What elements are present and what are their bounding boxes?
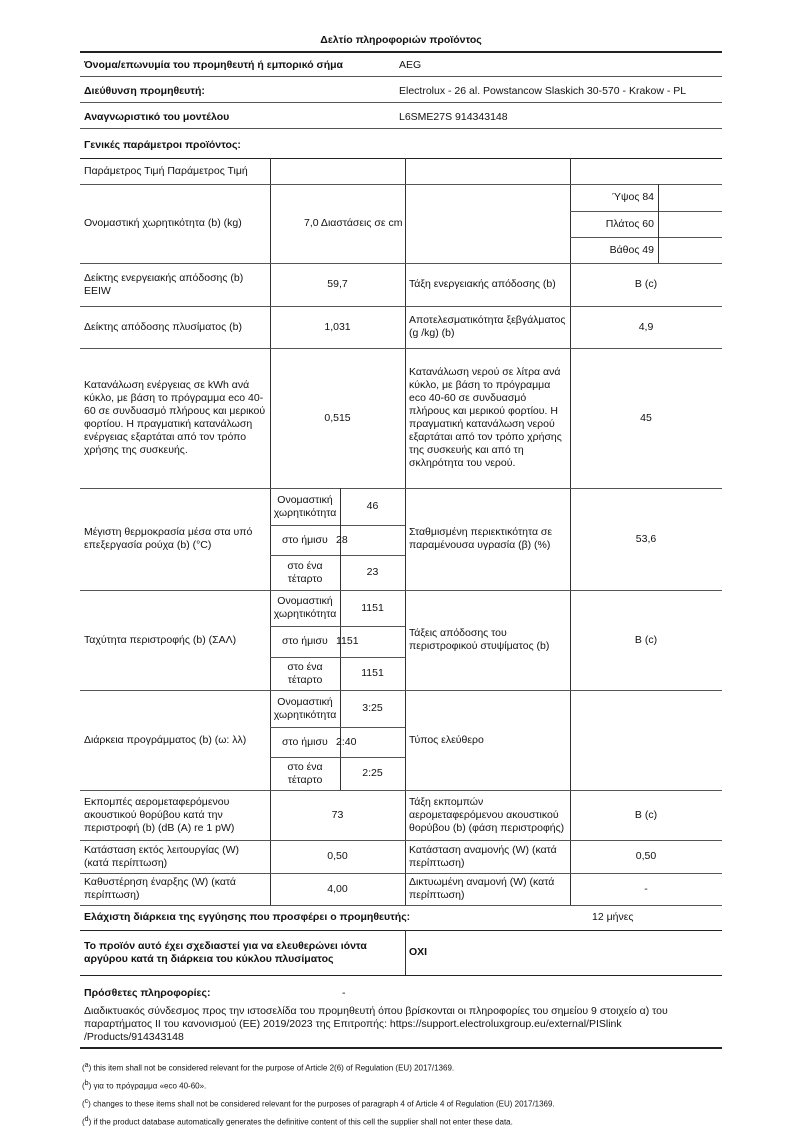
washing-index-label: Δείκτης απόδοσης πλυσίματος (b) xyxy=(84,320,242,333)
duration-label: Διάρκεια προγράμματος (b) (ω: λλ) xyxy=(84,733,247,746)
sub-label-quarter: στο ένα τέταρτο xyxy=(287,559,323,585)
dimension-width: Πλάτος 60 xyxy=(605,217,654,230)
noise-class-label: Τάξη εκπομπών αερομεταφερόμενου ακουστικ… xyxy=(409,795,565,834)
footnote-a: (a) this item shall not be considered re… xyxy=(82,1062,455,1073)
additional-info-value: - xyxy=(342,986,346,999)
model-identifier-label: Αναγνωριστικό του μοντέλου xyxy=(84,110,230,123)
capacity-label: Ονομαστική χωρητικότητα (b) (kg) xyxy=(84,217,242,229)
standby-value: 0,50 xyxy=(635,850,657,862)
footnote-b: (b) για το πρόγραμμα «eco 40-60». xyxy=(82,1080,207,1091)
energy-class-value: B (c) xyxy=(634,278,658,290)
dimension-height: Ύψος 84 xyxy=(612,191,654,203)
spin-half: 1151 xyxy=(336,635,359,647)
temperature-quarter: 23 xyxy=(366,566,379,578)
capacity-value: 7,0 Διαστάσεις σε cm xyxy=(304,217,403,229)
additional-info-label: Πρόσθετες πληροφορίες: xyxy=(84,986,211,999)
supplier-website-link[interactable]: Διαδικτυακός σύνδεσμος προς την ιστοσελί… xyxy=(84,1005,668,1043)
supplier-address-value: Electrolux - 26 al. Powstancow Slaskich … xyxy=(399,84,687,97)
supplier-name-value: AEG xyxy=(399,58,422,71)
footnote-d: (d) if the product database automaticall… xyxy=(82,1116,513,1128)
dimension-depth: Βάθος 49 xyxy=(609,243,654,256)
document-title: Δελτίο πληροφοριών προϊόντος xyxy=(320,33,482,46)
sub-label-rated: Ονομαστική χωρητικότητα xyxy=(273,493,337,519)
silver-ions-value: ΟΧΙ xyxy=(409,946,428,958)
spin-class-label: Τάξεις απόδοσης του περιστροφικού στυψίμ… xyxy=(409,627,550,652)
spin-speed-label: Ταχύτητα περιστροφής (b) (ΣΑΛ) xyxy=(84,633,237,646)
spin-quarter: 1151 xyxy=(361,667,384,679)
duration-rated: 3:25 xyxy=(362,702,383,714)
energy-consumption-label: Κατανάλωση ενέργειας σε kWh ανά κύκλο, μ… xyxy=(84,379,266,456)
moisture-label: Σταθμισμένη περιεκτικότητα σε παραμένουσ… xyxy=(409,526,553,551)
duration-quarter: 2:25 xyxy=(362,767,383,779)
duration-half: 2:40 xyxy=(336,735,357,748)
model-identifier-value: L6SME27S 914343148 xyxy=(399,110,508,123)
water-consumption-label: Κατανάλωση νερού σε λίτρα ανά κύκλο, με … xyxy=(409,366,562,469)
networked-standby-label: Δικτυωμένη αναμονή (W) (κατά περίπτωση) xyxy=(409,876,555,901)
noise-class-value: B (c) xyxy=(634,808,658,821)
silver-ions-label: Το προϊόν αυτό έχει σχεδιαστεί για να ελ… xyxy=(84,939,367,965)
eei-value: 59,7 xyxy=(327,278,348,290)
type-label: Τύπος ελεύθερο xyxy=(409,733,484,746)
warranty-value: 12 μήνες xyxy=(592,911,634,923)
off-mode-value: 0,50 xyxy=(327,850,348,862)
temperature-label: Μέγιστη θερμοκρασία μέσα στα υπό επεξεργ… xyxy=(84,526,253,551)
noise-label: Εκπομπές αερομεταφερόμενου ακουστικού θο… xyxy=(84,795,235,834)
sub-label-rated: Ονομαστική χωρητικότητα xyxy=(273,695,337,721)
sub-label-half: στο ήμισυ xyxy=(282,533,328,546)
warranty-label: Ελάχιστη διάρκεια της εγγύησης που προσφ… xyxy=(84,911,411,923)
sub-label-quarter: στο ένα τέταρτο xyxy=(287,660,323,686)
sub-label-half: στο ήμισυ xyxy=(282,635,328,647)
eei-label: Δείκτης ενεργειακής απόδοσης (b) EEIW xyxy=(84,271,244,297)
energy-consumption-value: 0,515 xyxy=(324,411,351,424)
type-value xyxy=(570,690,722,790)
energy-class-label: Τάξη ενεργειακής απόδοσης (b) xyxy=(409,278,556,290)
header-row: Παράμετρος Τιμή Παράμετρος Τιμή xyxy=(84,164,248,177)
noise-value: 73 xyxy=(331,808,344,821)
moisture-value: 53,6 xyxy=(635,532,657,545)
footnote-c: (c) changes to these items shall not be … xyxy=(82,1098,555,1109)
temperature-half: 28 xyxy=(336,533,348,546)
sub-label-rated: Ονομαστική χωρητικότητα xyxy=(273,595,337,620)
delay-start-label: Καθυστέρηση έναρξης (W) (κατά περίπτωση) xyxy=(84,876,236,901)
delay-start-value: 4,00 xyxy=(327,882,348,895)
rinsing-value: 4,9 xyxy=(638,320,654,333)
rinsing-label: Αποτελεσματικότητα ξεβγάλματος (g /kg) (… xyxy=(409,314,566,339)
washing-index-value: 1,031 xyxy=(324,320,351,333)
standby-label: Κατάσταση αναμονής (W) (κατά περίπτωση) xyxy=(409,843,557,869)
general-parameters-heading: Γενικές παράμετροι προϊόντος: xyxy=(84,138,241,151)
sub-label-half: στο ήμισυ xyxy=(282,735,328,748)
spin-class-value: B (c) xyxy=(634,633,658,646)
off-mode-label: Κατάσταση εκτός λειτουργίας (W) (κατά πε… xyxy=(84,843,240,869)
sub-label-quarter: στο ένα τέταρτο xyxy=(287,760,323,786)
networked-standby-value: - xyxy=(644,882,648,895)
spin-rated: 1151 xyxy=(361,601,384,614)
temperature-rated: 46 xyxy=(366,500,379,512)
supplier-address-label: Διεύθυνση προμηθευτή: xyxy=(84,84,205,97)
footnotes: (a) this item shall not be considered re… xyxy=(82,1058,722,1131)
water-consumption-value: 45 xyxy=(640,411,652,424)
supplier-name-label: Όνομα/επωνυμία του προμηθευτή ή εμπορικό… xyxy=(84,58,344,71)
